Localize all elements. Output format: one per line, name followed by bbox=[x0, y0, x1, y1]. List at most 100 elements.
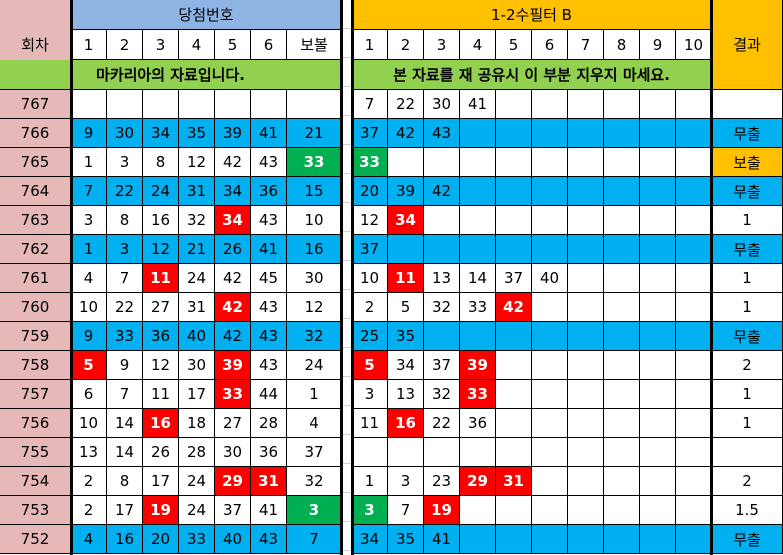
winning-number-cell[interactable] bbox=[179, 90, 215, 119]
filter-number-cell[interactable] bbox=[676, 438, 712, 467]
filter-number-cell[interactable] bbox=[568, 293, 604, 322]
filter-number-cell[interactable] bbox=[604, 293, 640, 322]
winning-number-cell[interactable]: 43 bbox=[251, 525, 287, 554]
filter-number-cell[interactable] bbox=[568, 496, 604, 525]
filter-number-cell[interactable] bbox=[676, 409, 712, 438]
round-cell[interactable]: 753 bbox=[0, 496, 71, 525]
filter-number-cell[interactable]: 20 bbox=[352, 177, 388, 206]
winning-number-cell[interactable]: 3 bbox=[107, 148, 143, 177]
winning-number-cell[interactable]: 16 bbox=[107, 525, 143, 554]
main-col-header[interactable]: 보볼 bbox=[287, 30, 342, 60]
winning-number-cell[interactable]: 35 bbox=[179, 119, 215, 148]
filter-number-cell[interactable] bbox=[460, 322, 496, 351]
result-cell[interactable]: 2 bbox=[712, 467, 783, 496]
filter-number-cell[interactable]: 25 bbox=[352, 322, 388, 351]
filter-number-cell[interactable] bbox=[532, 148, 568, 177]
round-cell[interactable]: 752 bbox=[0, 525, 71, 554]
bonus-number-cell[interactable]: 3 bbox=[287, 496, 342, 525]
result-cell[interactable]: 1 bbox=[712, 206, 783, 235]
filter-number-cell[interactable] bbox=[640, 496, 676, 525]
filter-number-cell[interactable] bbox=[640, 525, 676, 554]
filter-number-cell[interactable] bbox=[424, 235, 460, 264]
filter-number-cell[interactable] bbox=[640, 438, 676, 467]
filter-number-cell[interactable] bbox=[676, 90, 712, 119]
filter-number-cell[interactable] bbox=[604, 438, 640, 467]
winning-number-cell[interactable]: 8 bbox=[143, 148, 179, 177]
filter-number-cell[interactable] bbox=[424, 206, 460, 235]
filter-number-cell[interactable] bbox=[352, 438, 388, 467]
winning-number-cell[interactable]: 10 bbox=[71, 293, 107, 322]
filter-number-cell[interactable] bbox=[496, 235, 532, 264]
winning-number-cell[interactable]: 13 bbox=[71, 438, 107, 467]
bonus-number-cell[interactable]: 1 bbox=[287, 380, 342, 409]
filter-number-cell[interactable] bbox=[532, 380, 568, 409]
winning-number-cell[interactable]: 31 bbox=[251, 467, 287, 496]
winning-number-cell[interactable]: 43 bbox=[251, 148, 287, 177]
filter-number-cell[interactable] bbox=[568, 467, 604, 496]
filter-number-cell[interactable] bbox=[532, 467, 568, 496]
bonus-number-cell[interactable]: 7 bbox=[287, 525, 342, 554]
filter-number-cell[interactable] bbox=[460, 438, 496, 467]
filter-number-cell[interactable] bbox=[532, 438, 568, 467]
winning-number-cell[interactable]: 8 bbox=[107, 467, 143, 496]
filter-number-cell[interactable] bbox=[640, 380, 676, 409]
bonus-number-cell[interactable]: 15 bbox=[287, 177, 342, 206]
filter-number-cell[interactable]: 33 bbox=[352, 148, 388, 177]
winning-number-cell[interactable]: 28 bbox=[179, 438, 215, 467]
winning-number-cell[interactable]: 14 bbox=[107, 409, 143, 438]
filter-col-header[interactable]: 7 bbox=[568, 30, 604, 60]
filter-col-header[interactable]: 3 bbox=[424, 30, 460, 60]
winning-number-cell[interactable]: 7 bbox=[107, 264, 143, 293]
winning-number-cell[interactable]: 11 bbox=[143, 264, 179, 293]
round-cell[interactable]: 757 bbox=[0, 380, 71, 409]
filter-col-header[interactable]: 1 bbox=[352, 30, 388, 60]
filter-number-cell[interactable]: 29 bbox=[460, 467, 496, 496]
winning-number-cell[interactable]: 12 bbox=[143, 235, 179, 264]
winning-number-cell[interactable]: 27 bbox=[143, 293, 179, 322]
winning-number-cell[interactable]: 31 bbox=[179, 177, 215, 206]
winning-number-cell[interactable]: 22 bbox=[107, 293, 143, 322]
winning-number-cell[interactable]: 6 bbox=[71, 380, 107, 409]
winning-number-cell[interactable]: 39 bbox=[215, 119, 251, 148]
filter-number-cell[interactable] bbox=[604, 206, 640, 235]
winning-number-cell[interactable]: 30 bbox=[107, 119, 143, 148]
winning-number-cell[interactable]: 42 bbox=[215, 293, 251, 322]
filter-number-cell[interactable] bbox=[676, 525, 712, 554]
bonus-number-cell[interactable]: 33 bbox=[287, 148, 342, 177]
bonus-number-cell[interactable]: 12 bbox=[287, 293, 342, 322]
round-cell[interactable]: 764 bbox=[0, 177, 71, 206]
filter-number-cell[interactable] bbox=[676, 148, 712, 177]
filter-number-cell[interactable]: 34 bbox=[352, 525, 388, 554]
filter-number-cell[interactable]: 37 bbox=[352, 119, 388, 148]
winning-number-cell[interactable]: 43 bbox=[251, 293, 287, 322]
round-cell[interactable]: 756 bbox=[0, 409, 71, 438]
winning-number-cell[interactable]: 19 bbox=[143, 496, 179, 525]
winning-number-cell[interactable]: 21 bbox=[179, 235, 215, 264]
winning-number-cell[interactable]: 24 bbox=[179, 496, 215, 525]
main-col-header[interactable]: 5 bbox=[215, 30, 251, 60]
winning-number-cell[interactable]: 26 bbox=[143, 438, 179, 467]
filter-number-cell[interactable] bbox=[460, 177, 496, 206]
winning-number-cell[interactable]: 5 bbox=[71, 351, 107, 380]
filter-number-cell[interactable] bbox=[604, 496, 640, 525]
filter-number-cell[interactable] bbox=[640, 351, 676, 380]
filter-number-cell[interactable] bbox=[640, 206, 676, 235]
filter-number-cell[interactable] bbox=[640, 148, 676, 177]
filter-number-cell[interactable] bbox=[496, 380, 532, 409]
filter-number-cell[interactable] bbox=[604, 322, 640, 351]
filter-number-cell[interactable]: 41 bbox=[460, 90, 496, 119]
filter-number-cell[interactable] bbox=[640, 467, 676, 496]
filter-number-cell[interactable] bbox=[676, 322, 712, 351]
round-cell[interactable]: 766 bbox=[0, 119, 71, 148]
filter-number-cell[interactable] bbox=[568, 409, 604, 438]
round-cell[interactable]: 758 bbox=[0, 351, 71, 380]
filter-number-cell[interactable] bbox=[496, 90, 532, 119]
bonus-number-cell[interactable] bbox=[287, 90, 342, 119]
winning-number-cell[interactable]: 17 bbox=[179, 380, 215, 409]
filter-number-cell[interactable]: 33 bbox=[460, 380, 496, 409]
winning-number-cell[interactable]: 33 bbox=[179, 525, 215, 554]
filter-number-cell[interactable]: 43 bbox=[424, 119, 460, 148]
filter-col-header[interactable]: 10 bbox=[676, 30, 712, 60]
filter-number-cell[interactable] bbox=[568, 148, 604, 177]
filter-number-cell[interactable] bbox=[496, 206, 532, 235]
